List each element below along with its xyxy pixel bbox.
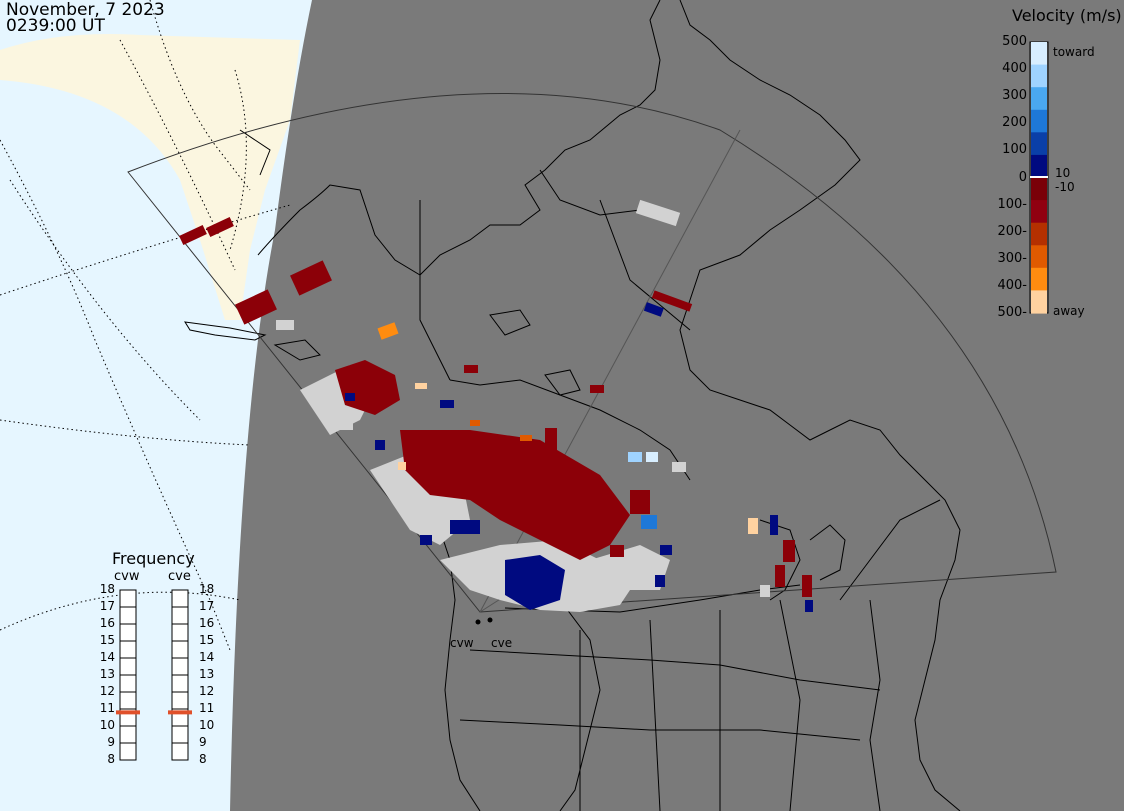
frequency-level-label: 15 — [199, 633, 215, 647]
colorbar-cell — [1031, 132, 1047, 156]
colorbar-cell — [1031, 64, 1047, 88]
radar-site-cvw — [475, 619, 481, 625]
velocity-tick-label: -500 — [997, 305, 1027, 320]
velocity-cell-away-max — [748, 518, 758, 534]
frequency-level-label: 8 — [107, 752, 115, 766]
lat-long-grid — [0, 0, 291, 651]
frequency-level-label: 14 — [99, 650, 115, 664]
frequency-level-label: 17 — [199, 599, 215, 613]
velocity-tick-label: 100 — [1002, 142, 1027, 158]
velocity-tick-label: 0 — [1018, 169, 1027, 185]
frequency-radar-cve: cve — [168, 569, 191, 584]
velocity-inner-label-pos: 10 — [1055, 166, 1071, 180]
velocity-cell-away-max — [398, 462, 406, 470]
frequency-level-label: 14 — [199, 650, 215, 664]
velocity-cell-toward-high — [628, 452, 642, 462]
velocity-tick-label: -400 — [997, 277, 1027, 293]
frequency-title: Frequency — [112, 549, 195, 568]
frequency-level-label: 11 — [199, 701, 215, 715]
velocity-cell-away-high — [377, 322, 399, 340]
velocity-cell-away-mid — [520, 435, 532, 441]
colorbar-cell — [1031, 109, 1047, 133]
colorbar-cell — [1031, 87, 1047, 111]
frequency-level-label: 10 — [199, 718, 215, 732]
frequency-level-label: 12 — [99, 684, 115, 698]
colorbar-cell — [1031, 267, 1047, 291]
colorbar-cell — [1031, 42, 1047, 66]
velocity-toward-cells — [345, 302, 813, 612]
day-land — [0, 34, 300, 320]
velocity-tick-label: 400 — [1002, 61, 1027, 77]
velocity-legend-title: Velocity (m/s) — [1012, 6, 1122, 25]
velocity-cell-away-max — [415, 383, 427, 389]
site-label-cvw: cvw — [450, 636, 474, 650]
beam-divider — [479, 129, 741, 613]
frequency-level-label: 17 — [99, 599, 115, 613]
colorbar-cell — [1031, 177, 1047, 201]
frequency-level-label: 11 — [99, 701, 115, 715]
velocity-cell-toward-mid — [641, 515, 657, 529]
colorbar-cell — [1031, 290, 1047, 314]
colorbar-cell — [1031, 200, 1047, 224]
velocity-tick-label: -200 — [997, 223, 1027, 239]
radar-fov-boundary — [127, 93, 1057, 613]
colorbar-cell — [1031, 222, 1047, 246]
velocity-inner-label-neg: -10 — [1055, 180, 1075, 194]
frequency-level-label: 12 — [199, 684, 215, 698]
velocity-away-cells — [179, 216, 812, 597]
frequency-level-label: 16 — [199, 616, 215, 630]
frequency-level-label: 9 — [199, 735, 207, 749]
frequency-level-label: 15 — [99, 633, 115, 647]
away-label: away — [1053, 304, 1085, 318]
frequency-level-label: 9 — [107, 735, 115, 749]
frequency-radar-cvw: cvw — [114, 569, 140, 584]
frequency-level-label: 13 — [99, 667, 115, 681]
velocity-tick-label: -300 — [997, 250, 1027, 266]
date-label: November, 7 2023 — [6, 0, 165, 20]
velocity-tick-label: 200 — [1002, 115, 1027, 131]
colorbar-cell — [1031, 245, 1047, 269]
frequency-level-label: 8 — [199, 752, 207, 766]
velocity-tick-label: 300 — [1002, 88, 1027, 104]
colorbar-cell — [1031, 154, 1047, 179]
frequency-level-label: 18 — [199, 582, 215, 596]
velocity-colorbar — [1029, 41, 1049, 314]
velocity-cell-away-mid — [470, 420, 480, 426]
frequency-level-label: 16 — [99, 616, 115, 630]
toward-label: toward — [1053, 45, 1095, 59]
site-label-cve: cve — [491, 636, 513, 650]
time-label: 0239:00 UT — [6, 16, 105, 36]
frequency-bars — [116, 589, 192, 761]
frequency-level-label: 18 — [99, 582, 115, 596]
velocity-cell-toward-max — [646, 452, 658, 462]
frequency-level-label: 10 — [99, 718, 115, 732]
velocity-tick-label: 500 — [1002, 34, 1027, 49]
velocity-tick-label: -100 — [997, 196, 1027, 212]
frequency-level-label: 13 — [199, 667, 215, 681]
radar-site-cve — [487, 617, 493, 623]
